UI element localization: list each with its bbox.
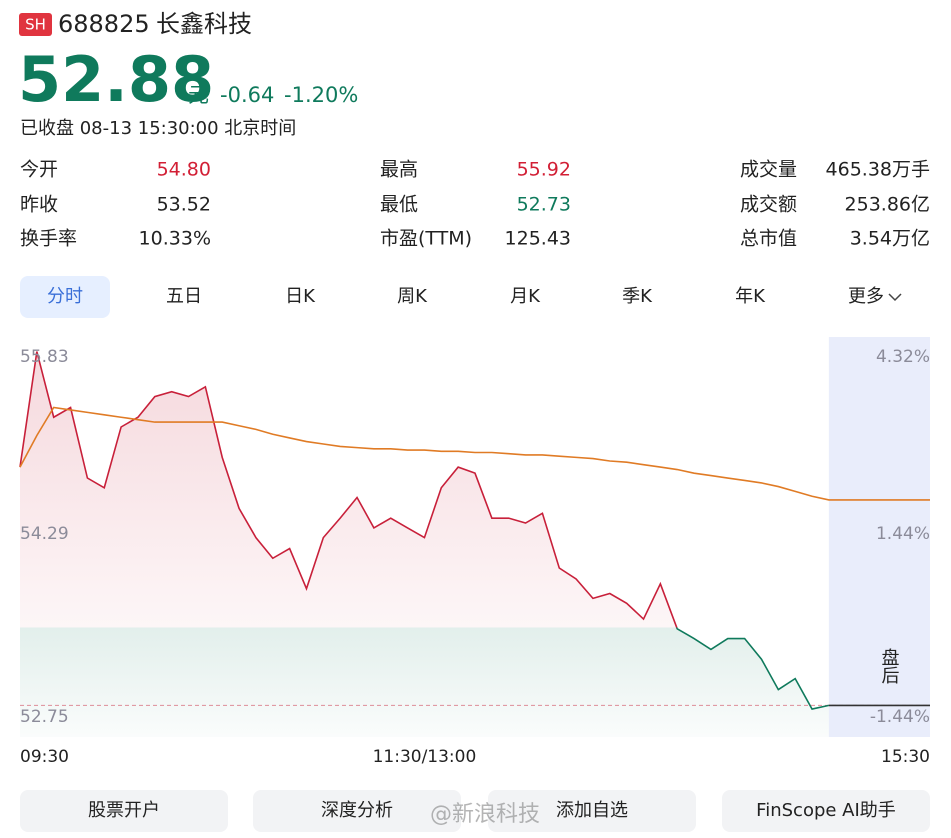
y2-tick-label: 4.32% — [876, 347, 930, 367]
button[interactable]: 股票开户 — [88, 800, 160, 821]
stat-value: 125.43 — [505, 228, 571, 250]
price-area — [20, 351, 829, 737]
unit: 元 — [188, 83, 209, 107]
button[interactable]: 深度分析 — [321, 800, 393, 821]
stat-value: 55.92 — [517, 159, 571, 181]
x-tick-label: 09:30 — [20, 747, 69, 767]
stock-name: 长鑫科技 — [156, 10, 252, 38]
x-tick-label: 11:30/13:00 — [373, 747, 477, 767]
chevron — [888, 293, 902, 302]
y-tick-label: 55.83 — [20, 347, 69, 367]
avg-line — [19, 406, 930, 501]
price-line — [19, 351, 830, 710]
stat-label: 总市值 — [740, 228, 797, 250]
tab[interactable]: 日K — [285, 286, 316, 307]
exchange: SH — [25, 16, 46, 34]
stat-label: 昨收 — [20, 194, 58, 216]
stat-value: 465.38万手 — [826, 159, 930, 181]
stat-value: 10.33% — [139, 228, 211, 250]
button-bg[interactable] — [20, 790, 228, 832]
after-hours-band — [828, 337, 930, 737]
stat-label: 今开 — [20, 159, 58, 181]
button-bg[interactable] — [253, 790, 461, 832]
tab[interactable]: 分时 — [47, 286, 83, 307]
stat-value: 54.80 — [157, 159, 211, 181]
stat-label: 最低 — [380, 194, 418, 216]
y-tick-label: 52.75 — [20, 707, 69, 727]
stat-label: 成交额 — [740, 194, 797, 216]
stat-value: 53.52 — [157, 194, 211, 216]
stat-value: 52.73 — [517, 194, 571, 216]
price: 52.88 — [18, 43, 214, 116]
stat-label: 最高 — [380, 159, 418, 181]
tab[interactable]: 年K — [735, 286, 766, 307]
stat-label: 成交量 — [740, 159, 797, 181]
status: 已收盘 08-13 15:30:00 北京时间 — [20, 118, 296, 139]
button-bg[interactable] — [722, 790, 930, 832]
y2-tick-label: -1.44% — [870, 707, 930, 727]
exchange-badge — [19, 13, 52, 36]
stat-label: 换手率 — [20, 228, 77, 250]
stat-label: 市盈(TTM) — [380, 228, 472, 250]
button[interactable]: FinScope AI助手 — [756, 800, 896, 821]
y-tick-label: 54.29 — [20, 524, 69, 544]
watermark: @新浪科技 — [430, 802, 540, 827]
stock-code: 688825 — [58, 10, 150, 38]
tab[interactable]: 季K — [622, 286, 653, 307]
button-bg[interactable] — [488, 790, 696, 832]
tab[interactable]: 月K — [510, 286, 541, 307]
y2-tick-label: 1.44% — [876, 524, 930, 544]
change-pct: -1.20% — [284, 83, 358, 107]
after-hours-label: 盘后 — [879, 648, 900, 684]
button[interactable]: 添加自选 — [556, 800, 628, 821]
tab-active-bg — [20, 276, 110, 318]
tab[interactable]: 五日 — [166, 286, 202, 307]
x-tick-label: 15:30 — [881, 747, 930, 767]
tab[interactable]: 更多 — [848, 286, 884, 307]
stat-value: 253.86亿 — [845, 194, 930, 216]
tab[interactable]: 周K — [397, 286, 428, 307]
change: -0.64 — [220, 83, 274, 107]
stat-value: 3.54万亿 — [850, 228, 930, 250]
